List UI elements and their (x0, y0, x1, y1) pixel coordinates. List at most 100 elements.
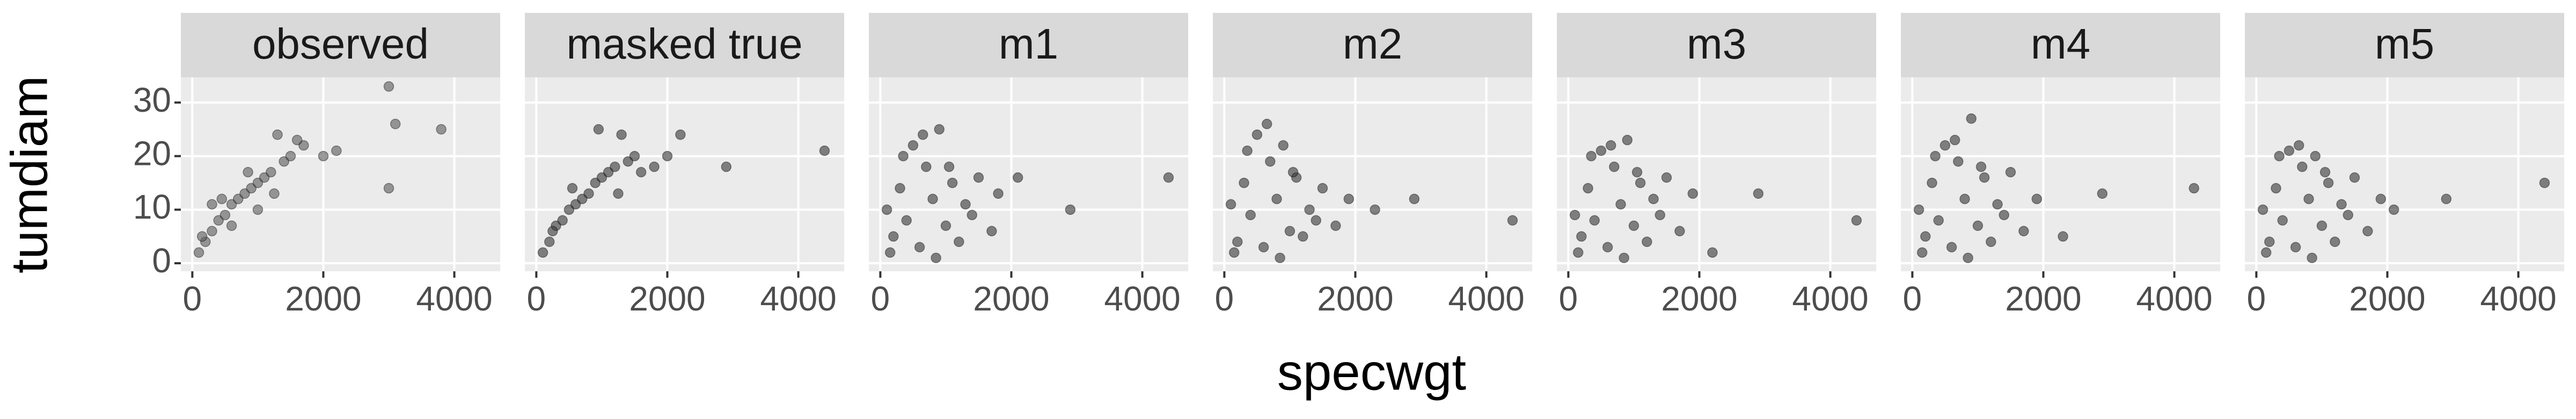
point (1972, 220, 1984, 231)
x-tick-label: 2000 (285, 279, 361, 318)
point (1648, 193, 1659, 205)
point (207, 199, 217, 210)
point (1278, 140, 1289, 151)
point (2323, 177, 2334, 189)
point (2274, 150, 2285, 162)
point (1586, 150, 1597, 162)
x-tick-label: 2000 (1317, 279, 1393, 318)
point (662, 150, 673, 162)
point (239, 188, 250, 199)
panel-background (525, 77, 844, 271)
strip (1901, 13, 2220, 77)
point (547, 226, 558, 236)
point (2031, 193, 2043, 205)
point (196, 231, 208, 242)
x-axis-title: specwgt (1277, 343, 1466, 401)
point (629, 150, 640, 162)
strip (1213, 13, 1532, 77)
point (1674, 226, 1685, 236)
point (1228, 247, 1240, 258)
point (1959, 193, 1970, 205)
point (1317, 183, 1328, 194)
point (914, 242, 925, 252)
point (986, 226, 997, 236)
point (390, 119, 401, 129)
strip-label: observed (252, 20, 429, 68)
point (1330, 220, 1341, 231)
point (1940, 140, 1951, 151)
point (1930, 150, 1941, 162)
point (2343, 210, 2353, 221)
y-axis-title: tumdiam (1, 76, 58, 273)
point (2271, 183, 2281, 194)
point (252, 177, 264, 189)
x-tick-label: 4000 (760, 279, 836, 318)
point (233, 193, 244, 205)
point (721, 161, 732, 172)
point (226, 199, 237, 210)
point (2441, 193, 2452, 205)
point (383, 183, 394, 194)
point (537, 247, 548, 258)
point (436, 124, 447, 135)
point (960, 199, 971, 210)
x-tick-label: 0 (183, 279, 202, 318)
x-tick-label: 2000 (1661, 279, 1737, 318)
point (557, 215, 568, 226)
point (207, 226, 217, 236)
point (544, 236, 555, 247)
point (895, 183, 905, 194)
point (934, 124, 945, 135)
point (2058, 231, 2068, 242)
point (610, 161, 620, 172)
point (570, 199, 581, 210)
point (2319, 167, 2331, 178)
x-tick-label: 2000 (629, 279, 705, 318)
point (298, 140, 309, 151)
point (2290, 242, 2301, 252)
x-tick-label: 4000 (1104, 279, 1180, 318)
point (1635, 177, 1646, 189)
point (908, 140, 919, 151)
point (1409, 193, 1420, 205)
point (246, 183, 257, 194)
point (577, 193, 588, 205)
point (1753, 188, 1764, 199)
point (1933, 215, 1944, 226)
point (1311, 215, 1321, 226)
point (1265, 156, 1276, 167)
point (2316, 220, 2328, 231)
point (2307, 252, 2317, 263)
point (931, 252, 941, 263)
strip (2245, 13, 2564, 77)
point (1927, 177, 1937, 189)
point (1271, 193, 1282, 205)
point (252, 204, 264, 215)
x-tick-label: 0 (1215, 279, 1234, 318)
point (1163, 172, 1174, 183)
point (279, 156, 289, 167)
point (623, 156, 633, 167)
point (819, 145, 830, 156)
strip-label: m1 (999, 20, 1058, 68)
x-tick-label: 2000 (973, 279, 1049, 318)
point (2257, 204, 2268, 215)
point (1012, 172, 1023, 183)
point (2293, 140, 2304, 151)
point (917, 129, 928, 140)
point (888, 231, 899, 242)
point (927, 193, 938, 205)
strip-label: m5 (2375, 20, 2434, 68)
point (1065, 204, 1076, 215)
point (1583, 183, 1593, 194)
point (649, 161, 660, 172)
panel-background (1213, 77, 1532, 271)
point (1609, 161, 1620, 172)
point (967, 210, 977, 221)
point (2005, 167, 2016, 178)
point (226, 220, 237, 231)
x-tick-label: 0 (1903, 279, 1922, 318)
point (1966, 113, 1977, 124)
point (2310, 150, 2321, 162)
point (2189, 183, 2199, 194)
